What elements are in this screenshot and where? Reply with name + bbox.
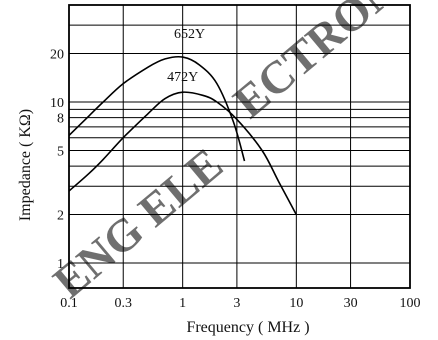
horizontal-grid xyxy=(69,24,410,264)
x-tick-label: 0.1 xyxy=(60,296,78,311)
series-label: 472Y xyxy=(167,70,198,85)
svg-text:ECTRONICS: ECTRONICS xyxy=(224,0,438,128)
x-axis-label: Frequency ( MHz ) xyxy=(186,319,309,336)
y-tick-labels: 1 2 5 810 20 xyxy=(50,47,64,272)
series-label: 652Y xyxy=(174,27,205,42)
y-tick-label: 20 xyxy=(50,47,64,62)
x-tick-label: 10 xyxy=(289,296,303,311)
curves xyxy=(68,55,298,215)
watermark: ECTRONICS ENG ELE xyxy=(44,0,438,308)
y-tick-label: 2 xyxy=(57,209,64,224)
x-tick-label: 3 xyxy=(233,296,240,311)
y-axis-label: Impedance ( KΩ) xyxy=(17,109,34,221)
series-labels: 652Y 472Y xyxy=(167,27,205,85)
series-line-472Y xyxy=(68,91,298,215)
series-line-652Y xyxy=(68,55,246,162)
y-tick-label: 10 xyxy=(50,96,64,111)
svg-text:ENG ELE: ENG ELE xyxy=(44,138,232,308)
x-tick-label: 100 xyxy=(400,296,421,311)
x-tick-label: 30 xyxy=(344,296,358,311)
y-tick-label: 8 xyxy=(57,112,64,127)
x-tick-label: 1 xyxy=(179,296,186,311)
plot-frame xyxy=(68,4,411,289)
x-tick-label: 0.3 xyxy=(114,296,132,311)
y-tick-label: 1 xyxy=(57,257,64,272)
vertical-grid xyxy=(122,5,352,288)
y-tick-label: 5 xyxy=(57,144,64,159)
x-tick-labels: 0.1 0.3 1 3 10 30 100 xyxy=(60,296,420,311)
